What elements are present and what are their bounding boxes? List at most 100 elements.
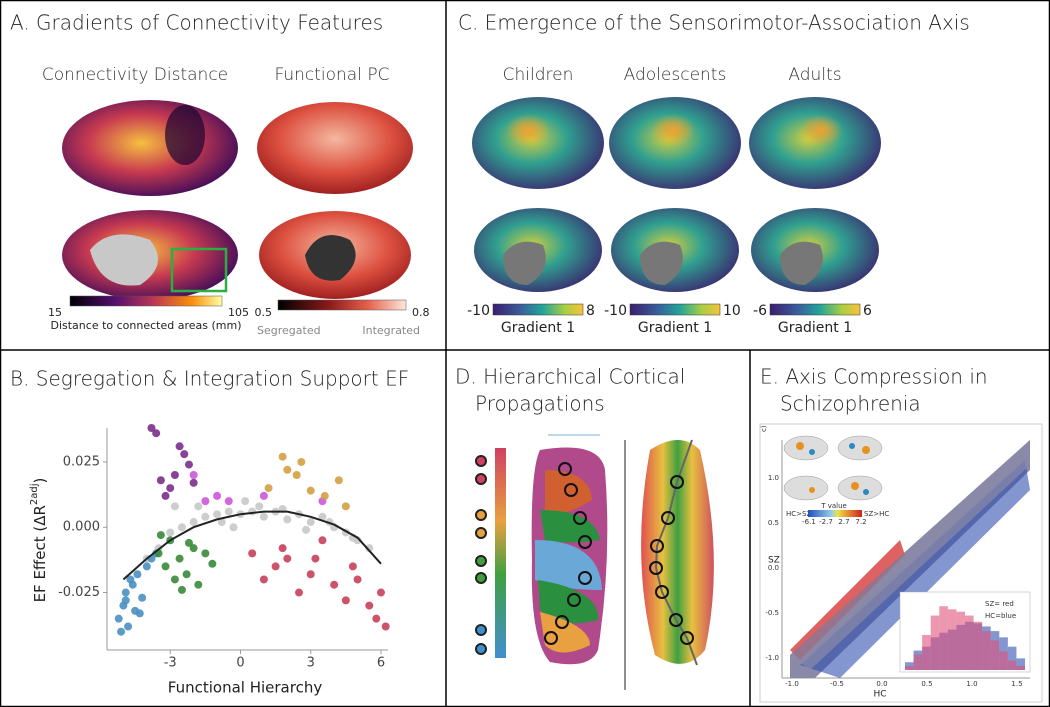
x-tick-label: 6 (377, 656, 385, 671)
x-axis-label: Functional Hierarchy (168, 679, 323, 697)
histogram-bar (930, 615, 940, 670)
brain-spot (851, 482, 859, 490)
y-tick-label: -0.025 (58, 585, 100, 600)
colorbar (629, 303, 721, 316)
colorbar-min: -10 (604, 303, 627, 319)
legend-tick: 2.7 (838, 518, 849, 526)
brain-spot (809, 449, 815, 455)
point (156, 531, 165, 540)
point (182, 570, 191, 579)
panel-title: D. Hierarchical Cortical (455, 365, 685, 389)
histogram-bar (905, 666, 914, 670)
point (217, 518, 226, 527)
brain (257, 102, 413, 194)
legend-title: T value (820, 502, 847, 510)
column-label: Functional PC (275, 65, 390, 85)
dot (475, 455, 487, 467)
propagation-path (654, 439, 698, 666)
brain-spot (862, 446, 870, 454)
point (184, 538, 193, 547)
y-tick-label: -0.5 (765, 609, 779, 617)
brain-small (837, 435, 883, 461)
y-tick-label: -1.0 (765, 654, 779, 662)
point (306, 570, 315, 579)
legend-bar (808, 510, 862, 517)
brain-medial (305, 235, 356, 281)
node (555, 615, 569, 629)
node (558, 462, 572, 476)
point (175, 554, 184, 563)
panel-e-dynamic: -1.0 -0.5 0.0 0.5 1.0 1.5 1.0 0.5 0.0 -0.5 -1.0 (765, 474, 1025, 688)
histogram-bar (965, 615, 974, 670)
brain-spot (809, 487, 815, 493)
point (194, 580, 203, 589)
point (224, 497, 233, 506)
panel-title: A. Gradients of Connectivity Features (10, 11, 383, 35)
legend-tick: 7.2 (855, 518, 866, 526)
colorbar (769, 303, 861, 316)
histogram-bar (939, 606, 948, 670)
brain-medial (780, 241, 823, 285)
histogram-bar (999, 651, 1008, 670)
point (124, 622, 133, 631)
point (295, 588, 304, 597)
y-tick-label: 0.025 (63, 454, 100, 469)
node (670, 475, 684, 489)
point (201, 497, 210, 506)
x-tick-label: 0 (236, 656, 244, 671)
point (318, 512, 327, 521)
point (255, 502, 264, 511)
point (177, 523, 186, 532)
point (271, 562, 280, 571)
point (248, 549, 257, 558)
point (264, 484, 273, 493)
point (166, 484, 175, 493)
point (213, 510, 222, 519)
point (184, 460, 193, 469)
point (334, 476, 343, 485)
brain-small (783, 475, 829, 501)
histogram-bar (982, 631, 991, 670)
y-axis-label-end: ) (31, 478, 49, 484)
point (152, 429, 161, 438)
point (170, 471, 179, 480)
colorbar-max: 6 (863, 303, 872, 319)
legend-tick: -2.7 (819, 518, 833, 526)
brain-small (783, 435, 829, 461)
node (661, 511, 675, 525)
brain-medial (640, 241, 683, 285)
brain-hotspot (506, 114, 550, 146)
brain-medial (503, 241, 546, 285)
colorbar-left-label: Segregated (257, 324, 321, 337)
y-tick-label: 0.5 (768, 519, 779, 527)
brain-region (540, 612, 590, 653)
point (259, 575, 268, 584)
legend-left: HC>SZ (786, 510, 811, 518)
point (297, 457, 306, 466)
point (170, 502, 179, 511)
colorbar-min: 0.5 (255, 306, 273, 319)
histogram-bar (1016, 658, 1025, 670)
point (381, 622, 390, 631)
histogram-bar (913, 654, 923, 670)
dot (475, 572, 487, 584)
point (318, 536, 327, 545)
panel-title: E. Axis Compression in (760, 365, 988, 389)
colorbar-max: 105 (228, 306, 249, 319)
brain-spot (796, 442, 804, 450)
point (189, 471, 198, 480)
point (283, 465, 292, 474)
node (567, 593, 581, 607)
point (353, 575, 362, 584)
node (655, 585, 669, 599)
y-axis-label-main: EF Effect (ΔR (31, 505, 49, 602)
point (292, 471, 301, 480)
point (213, 491, 222, 500)
point (142, 562, 151, 571)
panel-title: Schizophrenia (780, 392, 921, 416)
colorbar-min: 15 (48, 306, 62, 319)
brain-detail (165, 105, 205, 165)
brain-medial (90, 234, 158, 286)
brain-hotspot (799, 114, 843, 146)
